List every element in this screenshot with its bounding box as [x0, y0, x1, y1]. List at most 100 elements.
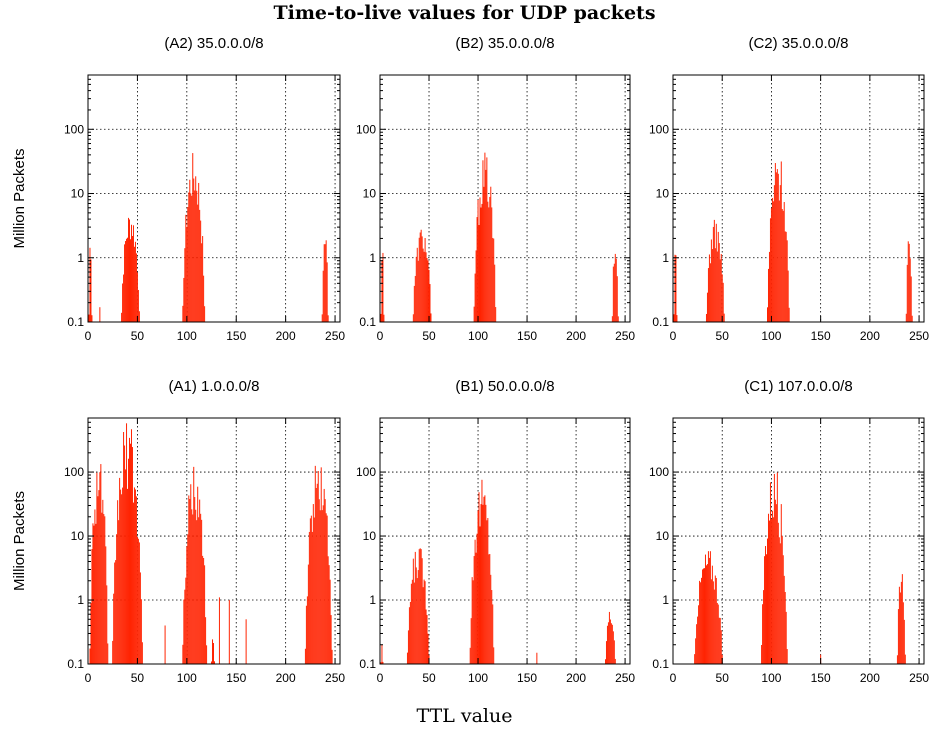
- bar-ttl-43: [714, 248, 716, 322]
- bar-ttl-50: [428, 269, 430, 322]
- bar-ttl-234: [608, 611, 610, 664]
- bar-ttl-114: [784, 231, 786, 322]
- bar-ttl-30: [117, 500, 119, 664]
- bar-ttl-44: [130, 224, 132, 322]
- y-tick-label: 10: [71, 529, 85, 543]
- bar-ttl-104: [774, 163, 776, 322]
- bar-ttl-22: [694, 654, 696, 664]
- bar-ttl-1: [380, 313, 382, 322]
- plot-frame: [672, 74, 925, 323]
- bar-ttl-110: [487, 201, 489, 322]
- bar-ttl-47: [718, 617, 720, 664]
- bar-ttl-233: [317, 470, 319, 664]
- bar-ttl-33: [704, 554, 706, 664]
- bar-ttl-43: [421, 236, 423, 322]
- bar-ttl-44: [422, 587, 424, 664]
- bar-ttl-106: [483, 186, 485, 322]
- bar-ttl-98: [184, 589, 186, 664]
- bar-ttl-3: [675, 255, 677, 322]
- bar-ttl-237: [321, 314, 323, 322]
- bar-ttl-108: [778, 537, 780, 664]
- bar-ttl-113: [490, 186, 492, 322]
- y-tick-label: 1: [77, 251, 84, 265]
- bar-ttl-52: [138, 311, 140, 322]
- bar-ttl-111: [781, 536, 783, 664]
- bar-ttl-27: [114, 562, 116, 664]
- bar-ttl-44: [130, 429, 132, 664]
- x-tick-label: 150: [517, 329, 537, 343]
- x-tick-label: 200: [566, 329, 586, 343]
- bar-ttl-115: [492, 604, 494, 664]
- y-tick-label: 100: [64, 122, 84, 136]
- bar-ttl-100: [477, 510, 479, 664]
- bar-ttl-106: [192, 514, 194, 664]
- bar-ttl-237: [611, 624, 613, 664]
- bar-ttl-225: [309, 518, 311, 664]
- bar-ttl-40: [127, 488, 129, 664]
- bar-ttl-92: [469, 647, 471, 664]
- bar-ttl-26: [698, 605, 700, 664]
- bar-ttl-221: [305, 605, 307, 664]
- bar-ttl-33: [411, 579, 413, 664]
- bar-ttl-112: [198, 182, 200, 322]
- bar-ttl-3: [90, 259, 92, 322]
- bar-ttl-28: [115, 560, 117, 664]
- bar-ttl-38: [709, 551, 711, 664]
- panel-title: (C1) 107.0.0.0/8: [744, 378, 852, 395]
- bar-ttl-102: [479, 197, 481, 322]
- bar-ttl-98: [184, 248, 186, 322]
- bar-ttl-98: [768, 251, 770, 322]
- bar-ttl-34: [412, 314, 414, 322]
- bar-ttl-108: [778, 200, 780, 322]
- bar-ttl-40: [418, 549, 420, 664]
- bar-ttl-95: [472, 580, 474, 664]
- bar-ttl-31: [703, 568, 705, 664]
- bar-ttl-160: [245, 619, 247, 664]
- y-tick-label: 10: [656, 529, 670, 543]
- bar-ttl-237: [611, 316, 613, 322]
- bar-ttl-108: [194, 190, 196, 322]
- y-tick-label: 1: [662, 251, 669, 265]
- bar-ttl-38: [416, 247, 418, 322]
- bar-ttl-42: [713, 219, 715, 322]
- bar-ttl-30: [702, 569, 704, 664]
- bar-ttl-109: [779, 185, 781, 322]
- bar-ttl-238: [906, 264, 908, 322]
- bar-ttl-103: [189, 498, 191, 664]
- panel-a2: 0.1 1 10 100 0 50 100 150 200 250 (A2) 35.0.0.0/8 M…: [11, 35, 345, 343]
- y-tick-label: 0.1: [67, 657, 84, 671]
- bar-ttl-96: [182, 305, 184, 322]
- bar-ttl-117: [203, 275, 205, 322]
- bar-ttl-119: [205, 617, 207, 664]
- bar-ttl-96: [767, 307, 768, 322]
- bar-ttl-239: [613, 263, 615, 322]
- bar-ttl-4: [91, 549, 93, 664]
- bar-ttl-46: [424, 238, 426, 322]
- x-tick-label: 150: [226, 671, 246, 685]
- x-tick-label: 250: [325, 671, 345, 685]
- bar-ttl-36: [414, 551, 416, 664]
- bar-ttl-228: [312, 504, 314, 664]
- bar-ttl-103: [480, 504, 482, 664]
- bar-ttl-112: [489, 554, 491, 664]
- bar-ttl-50: [136, 536, 138, 664]
- bar-ttl-112: [198, 517, 200, 664]
- x-tick-label: 250: [615, 329, 635, 343]
- bar-ttl-160: [536, 652, 538, 664]
- bar-ttl-109: [486, 157, 488, 322]
- bar-ttl-233: [901, 574, 903, 664]
- bar-ttl-45: [423, 251, 425, 322]
- bar-ttl-108: [485, 169, 487, 322]
- bar-ttl-106: [776, 472, 778, 664]
- bar-ttl-125: [211, 661, 213, 664]
- bar-ttl-31: [409, 601, 411, 664]
- bar-ttl-99: [185, 214, 187, 322]
- bar-ttl-35: [122, 283, 124, 322]
- x-tick-label: 0: [377, 671, 384, 685]
- bar-ttl-40: [127, 237, 129, 322]
- x-tick-label: 200: [860, 671, 880, 685]
- bar-ttl-28: [406, 652, 408, 664]
- bar-ttl-4: [383, 314, 385, 322]
- bar-ttl-49: [427, 260, 429, 322]
- x-tick-label: 150: [517, 671, 537, 685]
